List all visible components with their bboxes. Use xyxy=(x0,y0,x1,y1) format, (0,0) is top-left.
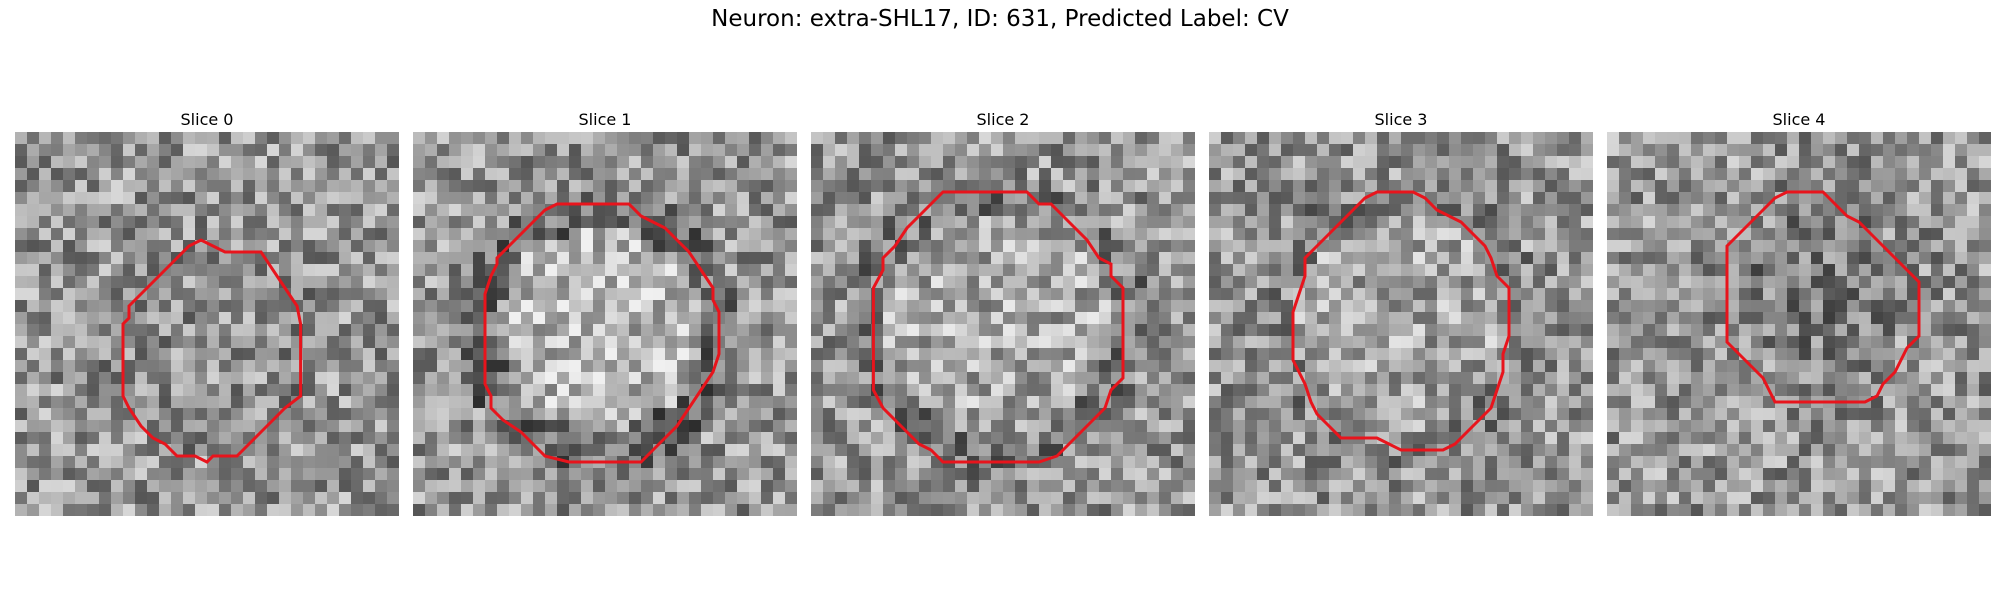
slice-panel-4: Slice 4 xyxy=(1607,108,1991,516)
slice-image xyxy=(15,132,399,516)
noise-pixels xyxy=(811,132,1195,516)
slice-panel-2: Slice 2 xyxy=(811,108,1195,516)
slice-panel-3: Slice 3 xyxy=(1209,108,1593,516)
segmentation-outline xyxy=(121,238,303,464)
noise-pixels xyxy=(15,132,399,516)
noise-pixels xyxy=(1607,132,1991,516)
slice-image xyxy=(1607,132,1991,516)
slice-title: Slice 1 xyxy=(578,110,632,129)
segmentation-outline xyxy=(1291,190,1511,452)
segmentation-outline xyxy=(871,190,1125,464)
slice-panel-1: Slice 1 xyxy=(413,108,797,516)
slice-panel-0: Slice 0 xyxy=(15,108,399,516)
slice-image xyxy=(413,132,797,516)
slice-title: Slice 4 xyxy=(1772,110,1826,129)
noise-pixels xyxy=(1209,132,1593,516)
slice-image xyxy=(811,132,1195,516)
slice-title: Slice 0 xyxy=(180,110,234,129)
segmentation-outline xyxy=(483,202,721,464)
slice-image xyxy=(1209,132,1593,516)
slice-title: Slice 2 xyxy=(976,110,1030,129)
slice-title: Slice 3 xyxy=(1374,110,1428,129)
figure-title: Neuron: extra-SHL17, ID: 631, Predicted … xyxy=(711,6,1289,32)
noise-pixels xyxy=(413,132,797,516)
segmentation-outline xyxy=(1725,190,1921,404)
